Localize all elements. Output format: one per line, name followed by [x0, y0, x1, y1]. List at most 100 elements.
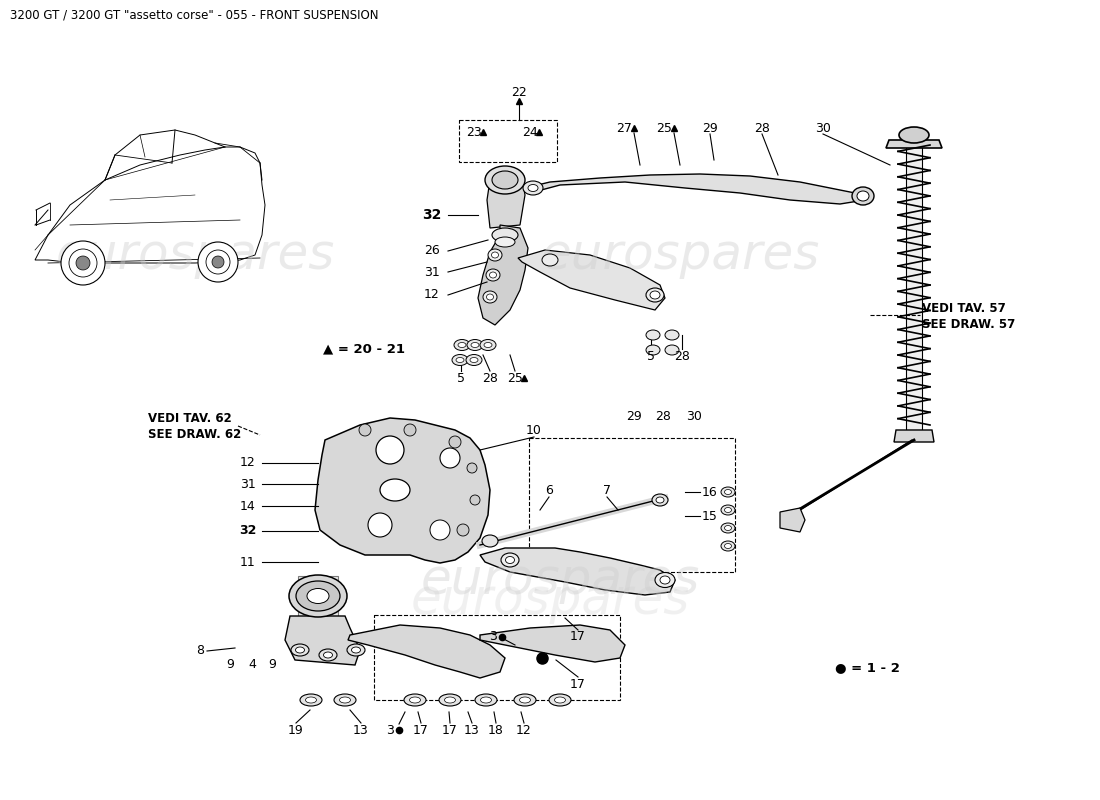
- Ellipse shape: [490, 272, 496, 278]
- Ellipse shape: [307, 589, 329, 603]
- Text: 29: 29: [702, 122, 718, 134]
- Text: 16: 16: [702, 486, 718, 498]
- Text: 28: 28: [482, 371, 498, 385]
- Polygon shape: [886, 140, 942, 148]
- Text: 3: 3: [490, 630, 497, 643]
- Ellipse shape: [646, 345, 660, 355]
- Ellipse shape: [471, 342, 478, 347]
- Text: 28: 28: [656, 410, 671, 423]
- Ellipse shape: [482, 535, 498, 547]
- Text: VEDI TAV. 57: VEDI TAV. 57: [922, 302, 1005, 314]
- Ellipse shape: [454, 339, 470, 350]
- Polygon shape: [315, 418, 490, 563]
- Ellipse shape: [554, 697, 565, 703]
- Text: 31: 31: [425, 266, 440, 278]
- Text: SEE DRAW. 62: SEE DRAW. 62: [148, 427, 241, 441]
- Circle shape: [60, 241, 104, 285]
- Text: 24: 24: [522, 126, 538, 138]
- Ellipse shape: [492, 228, 518, 242]
- Ellipse shape: [323, 652, 332, 658]
- Ellipse shape: [852, 187, 874, 205]
- Ellipse shape: [458, 342, 466, 347]
- Polygon shape: [780, 508, 805, 532]
- Bar: [529, 438, 735, 572]
- Text: eurospares: eurospares: [410, 576, 690, 624]
- Ellipse shape: [492, 252, 498, 258]
- Ellipse shape: [857, 191, 869, 201]
- Polygon shape: [525, 174, 865, 204]
- Ellipse shape: [319, 649, 337, 661]
- Polygon shape: [298, 576, 338, 616]
- Text: 22: 22: [512, 86, 527, 99]
- Ellipse shape: [346, 644, 365, 656]
- Text: 29: 29: [626, 410, 642, 423]
- Ellipse shape: [666, 330, 679, 340]
- Ellipse shape: [492, 171, 518, 189]
- Ellipse shape: [439, 694, 461, 706]
- Text: 26: 26: [425, 245, 440, 258]
- Circle shape: [69, 249, 97, 277]
- Text: 12: 12: [425, 289, 440, 302]
- Ellipse shape: [444, 697, 455, 703]
- Polygon shape: [518, 250, 666, 310]
- Text: 13: 13: [353, 723, 369, 737]
- Text: 32: 32: [240, 525, 256, 538]
- Circle shape: [198, 242, 238, 282]
- Circle shape: [212, 256, 224, 268]
- Text: 7: 7: [603, 485, 611, 498]
- Ellipse shape: [306, 697, 317, 703]
- Text: SEE DRAW. 57: SEE DRAW. 57: [922, 318, 1015, 331]
- Polygon shape: [487, 178, 525, 228]
- Ellipse shape: [340, 697, 351, 703]
- Ellipse shape: [470, 358, 478, 362]
- Text: 8: 8: [196, 645, 204, 658]
- Ellipse shape: [650, 291, 660, 299]
- Polygon shape: [480, 548, 675, 595]
- Circle shape: [368, 513, 392, 537]
- Ellipse shape: [652, 494, 668, 506]
- Ellipse shape: [500, 553, 519, 567]
- Circle shape: [430, 520, 450, 540]
- Text: 4: 4: [249, 658, 256, 671]
- Ellipse shape: [495, 237, 515, 247]
- Ellipse shape: [352, 647, 361, 653]
- Text: ▲ = 20 - 21: ▲ = 20 - 21: [323, 342, 405, 355]
- Ellipse shape: [484, 342, 492, 347]
- Text: ● = 1 - 2: ● = 1 - 2: [835, 662, 900, 674]
- Text: 28: 28: [755, 122, 770, 134]
- Text: 28: 28: [674, 350, 690, 362]
- Polygon shape: [906, 145, 922, 430]
- Ellipse shape: [475, 694, 497, 706]
- Polygon shape: [894, 430, 934, 442]
- Text: 12: 12: [240, 457, 256, 470]
- Text: 17: 17: [414, 723, 429, 737]
- Bar: [459, 120, 557, 162]
- Ellipse shape: [409, 697, 420, 703]
- Ellipse shape: [483, 291, 497, 303]
- Circle shape: [76, 256, 90, 270]
- Text: 5: 5: [647, 350, 654, 362]
- Text: 25: 25: [507, 371, 522, 385]
- Text: 3200 GT / 3200 GT "assetto corse" - 055 - FRONT SUSPENSION: 3200 GT / 3200 GT "assetto corse" - 055 …: [10, 8, 378, 21]
- Ellipse shape: [725, 526, 732, 530]
- Ellipse shape: [646, 330, 660, 340]
- Text: 17: 17: [570, 630, 586, 643]
- Text: 30: 30: [815, 122, 830, 134]
- Circle shape: [440, 448, 460, 468]
- Text: 32: 32: [422, 208, 442, 222]
- Text: 30: 30: [686, 410, 702, 423]
- Ellipse shape: [646, 288, 664, 302]
- Text: 18: 18: [488, 723, 504, 737]
- Circle shape: [449, 436, 461, 448]
- Ellipse shape: [720, 487, 735, 497]
- Ellipse shape: [514, 694, 536, 706]
- Ellipse shape: [522, 181, 543, 195]
- Text: 10: 10: [526, 423, 542, 437]
- Ellipse shape: [292, 644, 309, 656]
- Polygon shape: [478, 225, 528, 325]
- Ellipse shape: [506, 557, 515, 563]
- Text: 11: 11: [240, 555, 256, 569]
- Ellipse shape: [481, 697, 492, 703]
- Ellipse shape: [334, 694, 356, 706]
- Ellipse shape: [488, 249, 502, 261]
